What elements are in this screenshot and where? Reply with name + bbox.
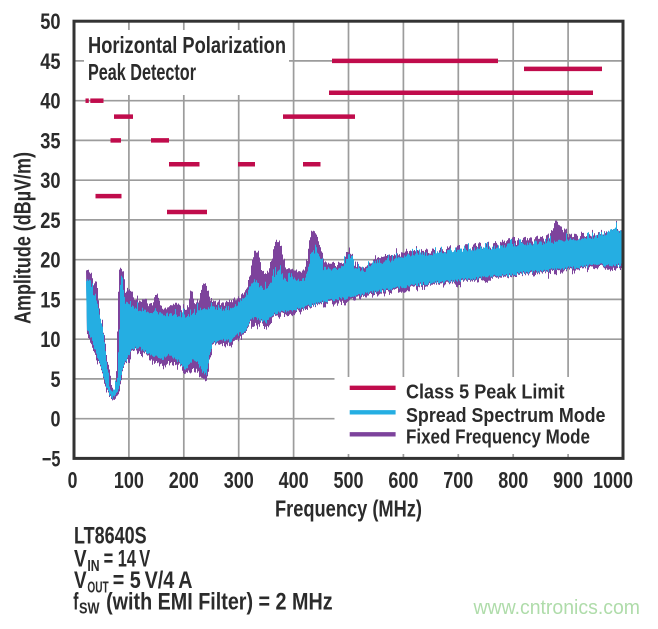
svg-text:400: 400 xyxy=(279,467,309,493)
svg-text:25: 25 xyxy=(40,208,60,233)
svg-text:20: 20 xyxy=(40,248,60,273)
svg-text:500: 500 xyxy=(334,467,364,493)
svg-text:Horizontal Polarization: Horizontal Polarization xyxy=(88,32,286,58)
svg-text:0: 0 xyxy=(51,407,61,432)
svg-text:800: 800 xyxy=(498,467,528,493)
svg-text:Peak Detector: Peak Detector xyxy=(88,59,196,85)
svg-text:Spread Spectrum Mode: Spread Spectrum Mode xyxy=(406,405,606,427)
svg-text:IN: IN xyxy=(87,558,99,575)
svg-text:LT8640S: LT8640S xyxy=(74,523,147,550)
svg-text:Frequency (MHz): Frequency (MHz) xyxy=(275,496,422,522)
svg-text:600: 600 xyxy=(388,467,418,493)
svg-text:100: 100 xyxy=(114,467,144,493)
svg-text:Class 5 Peak Limit: Class 5 Peak Limit xyxy=(406,381,565,403)
svg-text:5: 5 xyxy=(51,367,61,392)
svg-text:f: f xyxy=(73,589,79,616)
svg-text:V: V xyxy=(74,546,87,573)
svg-text:−5: −5 xyxy=(42,446,61,471)
svg-text:45: 45 xyxy=(40,49,60,74)
svg-text:15: 15 xyxy=(40,287,60,312)
svg-text:700: 700 xyxy=(443,467,473,493)
svg-text:50: 50 xyxy=(40,9,60,34)
svg-text:900: 900 xyxy=(553,467,583,493)
svg-text:10: 10 xyxy=(40,327,60,352)
svg-text:= 14 V: = 14 V xyxy=(104,546,151,573)
svg-text:0: 0 xyxy=(68,467,78,493)
svg-text:OUT: OUT xyxy=(87,580,108,597)
svg-text:SW: SW xyxy=(79,601,100,618)
svg-text:(with EMI Filter) = 2 MHz: (with EMI Filter) = 2 MHz xyxy=(106,589,333,616)
svg-text:Amplitude (dBµV/m): Amplitude (dBµV/m) xyxy=(10,152,36,324)
svg-text:30: 30 xyxy=(40,168,60,193)
svg-text:V: V xyxy=(74,567,87,594)
svg-text:200: 200 xyxy=(169,467,199,493)
svg-text:1000: 1000 xyxy=(593,467,633,493)
svg-text:www.cntronics.com: www.cntronics.com xyxy=(473,596,640,619)
svg-text:300: 300 xyxy=(224,467,254,493)
svg-text:40: 40 xyxy=(40,89,60,114)
svg-text:Fixed Frequency Mode: Fixed Frequency Mode xyxy=(406,427,590,449)
svg-text:= 5 V/4 A: = 5 V/4 A xyxy=(113,567,193,594)
svg-text:35: 35 xyxy=(40,128,60,153)
